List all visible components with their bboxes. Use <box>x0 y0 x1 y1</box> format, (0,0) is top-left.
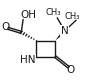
Text: CH₃: CH₃ <box>46 8 61 17</box>
Text: O: O <box>1 22 9 32</box>
Polygon shape <box>55 30 66 40</box>
Text: OH: OH <box>21 10 37 20</box>
Text: HN: HN <box>20 55 36 65</box>
Text: N: N <box>61 26 69 36</box>
Text: CH₃: CH₃ <box>64 12 80 21</box>
Text: O: O <box>66 65 75 75</box>
